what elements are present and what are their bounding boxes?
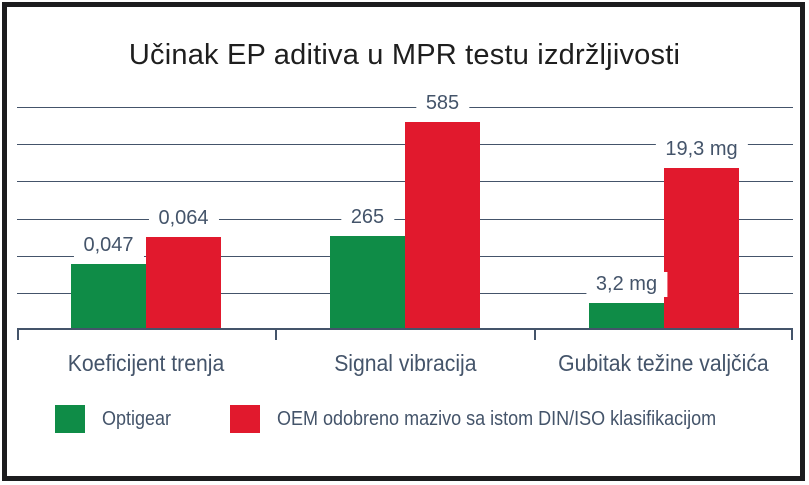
gridline: [17, 107, 793, 108]
x-axis-tick: [534, 330, 536, 340]
legend: Optigear OEM odobreno mazivo sa istom DI…: [0, 404, 809, 434]
x-axis-label-text: Gubitak težine valjčića: [558, 350, 769, 376]
legend-label-optigear: Optigear: [102, 407, 172, 430]
x-axis-tick: [275, 330, 277, 340]
bar-oem-group-3: [664, 168, 739, 330]
value-label-optigear-group-3: 3,2 mg: [585, 272, 668, 297]
bar-optigear-group-3: [589, 303, 664, 330]
value-label-oem-group-1: 0,064: [148, 206, 219, 231]
value-label-oem-group-3: 19,3 mg: [655, 137, 748, 162]
bar-oem-group-2: [405, 122, 480, 330]
optigear-color-swatch: [55, 404, 85, 433]
bar-optigear-group-2: [330, 236, 405, 330]
legend-item-optigear: Optigear: [55, 404, 179, 433]
oem-color-swatch: [230, 404, 260, 433]
bar-optigear-group-1: [71, 264, 146, 330]
x-axis-tick: [791, 330, 793, 340]
x-axis-labels: Koeficijent trenja Signal vibracija Gubi…: [17, 349, 793, 378]
bar-oem-group-1: [146, 237, 221, 330]
legend-label-oem: OEM odobreno mazivo sa istom DIN/ISO kla…: [277, 407, 717, 430]
x-axis-line: [17, 328, 793, 330]
x-axis-label-text: Signal vibracija: [333, 350, 477, 376]
x-axis-label-gubitak-tezine-valjcica: Gubitak težine valjčića: [534, 349, 793, 378]
chart-title: Učinak EP aditiva u MPR testu izdržljivo…: [128, 39, 681, 71]
x-axis-label-koeficijent-trenja: Koeficijent trenja: [17, 349, 276, 378]
value-label-oem-group-2: 585: [415, 91, 470, 116]
value-label-optigear-group-2: 265: [340, 205, 395, 230]
x-axis-tick: [17, 330, 19, 340]
value-label-optigear-group-1: 0,047: [73, 233, 144, 258]
x-axis-label-signal-vibracija: Signal vibracija: [276, 349, 535, 378]
legend-item-oem: OEM odobreno mazivo sa istom DIN/ISO kla…: [230, 404, 765, 433]
plot-area: 0,047 0,064 265 585 3,2 mg 19,3 mg: [17, 91, 793, 340]
x-axis-label-text: Koeficijent trenja: [68, 350, 225, 376]
